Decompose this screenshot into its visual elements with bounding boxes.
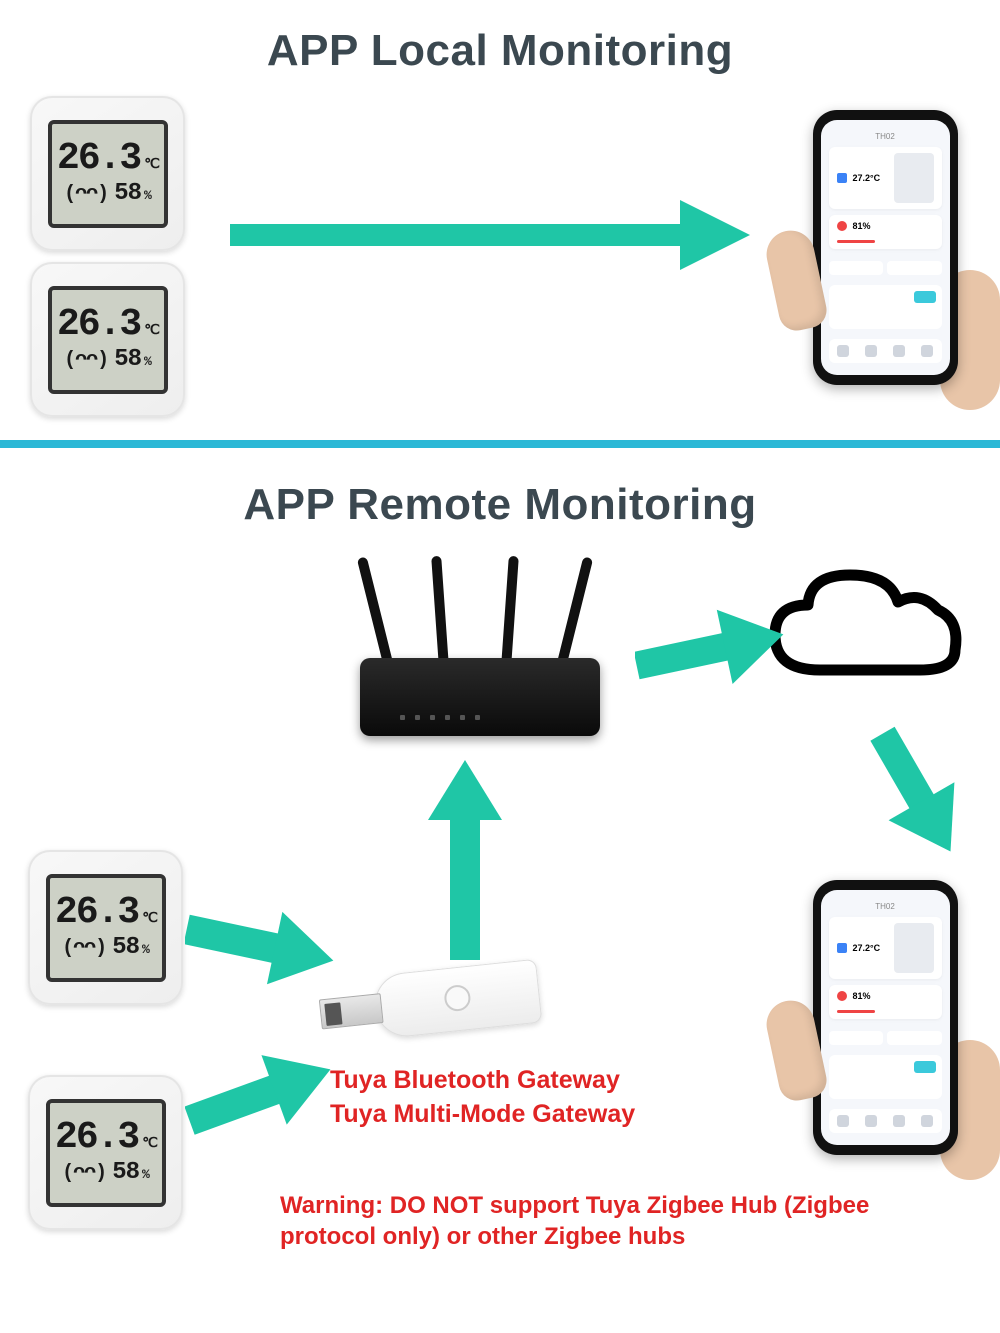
sensor-temp-value: 26.3 — [57, 140, 140, 178]
device-image-icon — [894, 923, 934, 973]
phone-humidity-card: 81% — [829, 215, 942, 249]
humidity-bar — [837, 240, 876, 243]
gateway-label-line1: Tuya Bluetooth Gateway — [330, 1064, 635, 1098]
phone-temp-card: 27.2°C — [829, 147, 942, 209]
phone-humidity-value: 81% — [853, 991, 871, 1001]
sensor-humidity-value: 58 — [112, 934, 139, 961]
sensor-humidity-unit: % — [142, 1167, 149, 1182]
phone-screen: TH02 27.2°C 81% — [821, 120, 950, 375]
sensor-humidity-value: 58 — [114, 346, 141, 373]
chart-toggle-icon — [914, 1061, 936, 1073]
sensor-face saveӏicon: (ᴖᴖ) — [62, 937, 106, 960]
arrow-up-icon — [420, 760, 510, 960]
phone-chart-area — [829, 1055, 942, 1099]
sensor-temp-unit: ℃ — [144, 158, 158, 172]
phone-chart-area — [829, 285, 942, 329]
sensor-temp-unit: ℃ — [144, 324, 158, 338]
sensor-device: 26.3 ℃ (ᴖᴖ) 58 % — [30, 262, 185, 417]
usb-gateway-dongle — [317, 959, 543, 1052]
wifi-router — [340, 556, 620, 736]
arrow-right-icon — [230, 200, 750, 270]
sensor-temp-unit: ℃ — [142, 1137, 156, 1151]
sensor-humidity-unit: % — [142, 942, 149, 957]
sensor-humidity-value: 58 — [114, 180, 141, 207]
gateway-label-line2: Tuya Multi-Mode Gateway — [330, 1098, 635, 1132]
sensor-device: 26.3 ℃ (ᴖᴖ) 58 % — [30, 96, 185, 251]
sensor-screen: 26.3 ℃ (ᴖᴖ) 58 % — [46, 874, 166, 982]
section2-title: APP Remote Monitoring — [0, 480, 1000, 530]
phone-humidity-card: 81% — [829, 985, 942, 1019]
phone-temp-card: 27.2°C — [829, 917, 942, 979]
phone-bottom-nav — [829, 339, 942, 363]
humidity-bar — [837, 1010, 876, 1013]
phone-tabs — [829, 1031, 942, 1045]
phone-device: TH02 27.2°C 81% — [813, 880, 958, 1155]
sensor-face-icon: (ᴖᴖ) — [64, 349, 108, 372]
phone-humidity-value: 81% — [853, 221, 871, 231]
sensor-face-icon: (ᴖᴖ) — [64, 183, 108, 206]
gateway-label: Tuya Bluetooth Gateway Tuya Multi-Mode G… — [330, 1064, 635, 1132]
sensor-humidity-value: 58 — [112, 1159, 139, 1186]
arrow-right-icon — [185, 900, 335, 990]
phone-bottom-nav — [829, 1109, 942, 1133]
phone-device: TH02 27.2°C 81% — [813, 110, 958, 385]
sensor-screen: 26.3 ℃ (ᴖᴖ) 58 % — [48, 286, 168, 394]
thermometer-icon — [837, 173, 847, 183]
sensor-humidity-unit: % — [144, 354, 151, 369]
phone-tabs — [829, 261, 942, 275]
thermometer-icon — [837, 943, 847, 953]
cloud-icon — [760, 560, 970, 700]
sensor-device: 26.3 ℃ (ᴖᴖ) 58 % — [28, 850, 183, 1005]
phone-in-hand: TH02 27.2°C 81% — [790, 110, 980, 400]
phone-temp-value: 27.2°C — [853, 943, 881, 953]
phone-screen: TH02 27.2°C 81% — [821, 890, 950, 1145]
arrow-right-icon — [635, 600, 785, 700]
phone-temp-value: 27.2°C — [853, 173, 881, 183]
arrow-down-icon — [850, 710, 980, 870]
phone-app-title: TH02 — [829, 902, 942, 911]
sensor-temp-value: 26.3 — [55, 894, 138, 932]
device-image-icon — [894, 153, 934, 203]
sensor-screen: 26.3 ℃ (ᴖᴖ) 58 % — [48, 120, 168, 228]
sensor-temp-value: 26.3 — [57, 306, 140, 344]
arrow-right-icon — [185, 1050, 335, 1140]
sensor-screen: 26.3 ℃ (ᴖᴖ) 58 % — [46, 1099, 166, 1207]
sensor-temp-value: 26.3 — [55, 1119, 138, 1157]
warning-text: Warning: DO NOT support Tuya Zigbee Hub … — [280, 1190, 960, 1252]
sensor-face-icon: (ᴖᴖ) — [62, 1162, 106, 1185]
phone-app-title: TH02 — [829, 132, 942, 141]
chart-toggle-icon — [914, 291, 936, 303]
section-divider — [0, 440, 1000, 448]
sensor-temp-unit: ℃ — [142, 912, 156, 926]
sensor-humidity-unit: % — [144, 188, 151, 203]
droplet-icon — [837, 991, 847, 1001]
phone-in-hand: TH02 27.2°C 81% — [790, 880, 980, 1170]
sensor-device: 26.3 ℃ (ᴖᴖ) 58 % — [28, 1075, 183, 1230]
droplet-icon — [837, 221, 847, 231]
section1-title: APP Local Monitoring — [0, 26, 1000, 76]
